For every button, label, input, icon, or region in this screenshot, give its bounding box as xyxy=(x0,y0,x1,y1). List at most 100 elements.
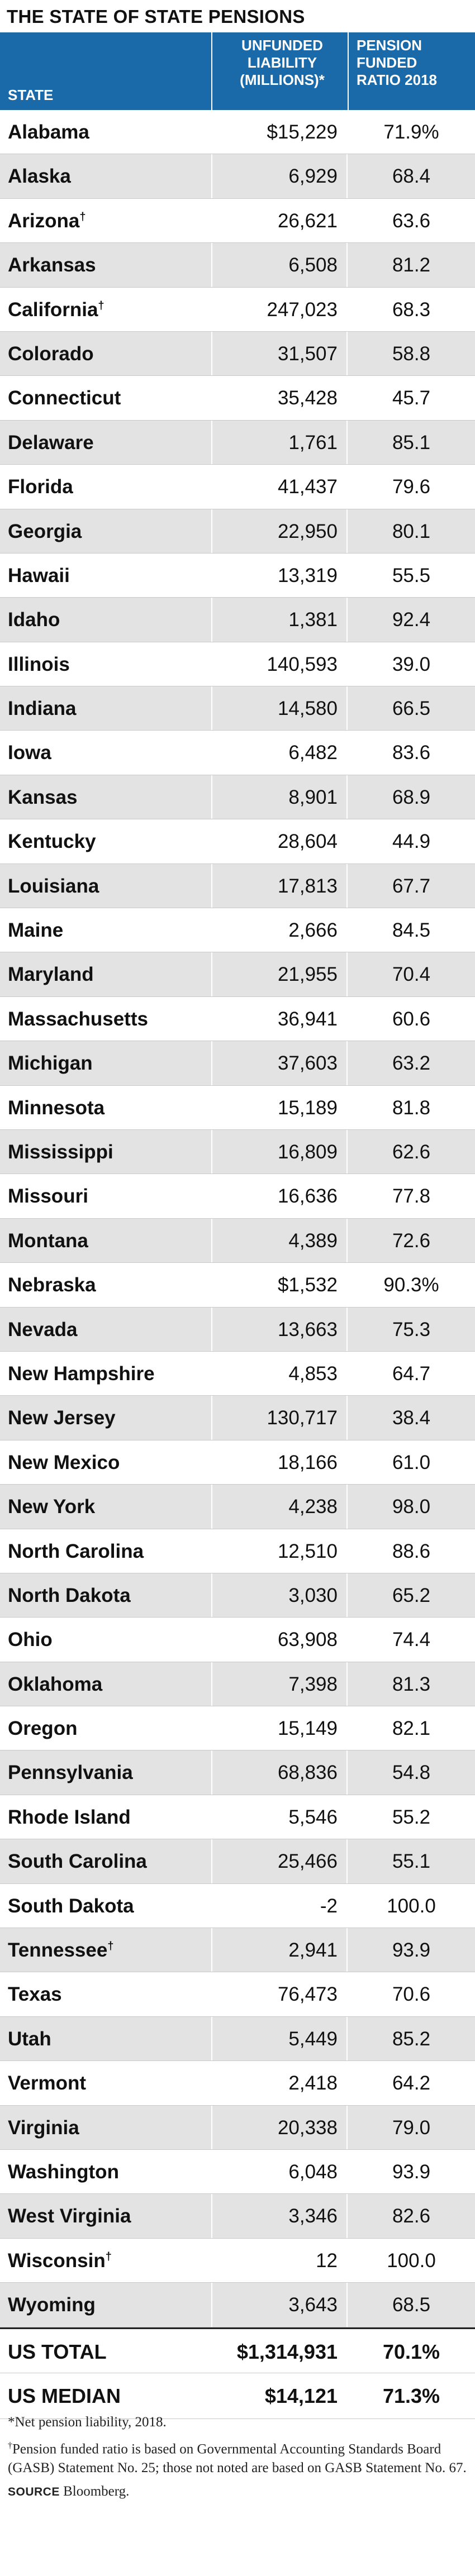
state-name: Arizona xyxy=(8,209,80,232)
table-row: Missouri 16,636 77.8 xyxy=(0,1174,475,1219)
cell-funded-ratio: 44.9 xyxy=(392,831,431,853)
cell-state: Delaware xyxy=(8,421,94,465)
cell-state: Vermont xyxy=(8,2061,86,2105)
cell-state: Nebraska xyxy=(8,1263,96,1307)
cell-funded-ratio: 77.8 xyxy=(392,1185,431,1208)
cell-state: New York xyxy=(8,1485,95,1529)
cell-unfunded-liability: 2,418 xyxy=(211,2061,348,2105)
source-line: SOURCE Bloomberg. xyxy=(8,2482,472,2502)
cell-funded-ratio: 79.6 xyxy=(392,476,431,498)
cell-state: Oregon xyxy=(8,1706,77,1750)
table-row: Maine 2,666 84.5 xyxy=(0,908,475,953)
state-name: Colorado xyxy=(8,342,94,365)
cell-state: Rhode Island xyxy=(8,1795,131,1839)
cell-unfunded-liability: 16,636 xyxy=(211,1174,348,1218)
source-text: Bloomberg. xyxy=(63,2484,130,2499)
cell-unfunded-liability: 16,809 xyxy=(211,1129,348,1174)
cell-state: Georgia xyxy=(8,509,82,554)
state-name: South Carolina xyxy=(8,1850,147,1873)
cell-unfunded-liability: 22,950 xyxy=(211,509,348,553)
state-name: Hawaii xyxy=(8,564,70,586)
state-name: Indiana xyxy=(8,698,77,720)
cell-unfunded-liability: 3,346 xyxy=(211,2194,348,2238)
cell-funded-ratio: 81.3 xyxy=(392,1673,431,1695)
cell-unfunded-liability: 12 xyxy=(211,2238,348,2283)
state-name: Kentucky xyxy=(8,831,96,853)
cell-funded-ratio: 70.6 xyxy=(392,1983,431,2006)
cell-funded-ratio: 71.9% xyxy=(383,121,439,143)
table-row: Arkansas 6,508 81.2 xyxy=(0,243,475,288)
cell-unfunded-liability: 1,761 xyxy=(211,420,348,465)
cell-funded-ratio: 84.5 xyxy=(392,919,431,942)
cell-unfunded-liability: $1,532 xyxy=(211,1263,348,1307)
state-name: New Hampshire xyxy=(8,1362,155,1385)
table-row: Wyoming 3,643 68.5 xyxy=(0,2283,475,2327)
cell-state: US TOTAL xyxy=(8,2340,107,2363)
cell-funded-ratio: 92.4 xyxy=(392,609,431,631)
cell-funded-ratio: 83.6 xyxy=(392,742,431,764)
table-row: Nebraska $1,532 90.3% xyxy=(0,1263,475,1308)
cell-unfunded-liability: 8,901 xyxy=(211,775,348,819)
state-name: Wisconsin xyxy=(8,2249,106,2272)
dagger-mark: † xyxy=(105,2250,112,2263)
table-row: New Jersey 130,717 38.4 xyxy=(0,1396,475,1440)
table-row: New Mexico 18,166 61.0 xyxy=(0,1440,475,1485)
cell-funded-ratio: 55.5 xyxy=(392,564,431,586)
cell-state: Florida xyxy=(8,465,73,509)
state-name: Oregon xyxy=(8,1718,78,1740)
cell-funded-ratio: 72.6 xyxy=(392,1229,431,1252)
cell-funded-ratio: 61.0 xyxy=(392,1451,431,1473)
state-name: North Dakota xyxy=(8,1584,131,1606)
table-row: North Dakota 3,030 65.2 xyxy=(0,1573,475,1618)
state-name: Alabama xyxy=(8,121,89,143)
dagger-mark: † xyxy=(8,2441,12,2450)
cell-funded-ratio: 67.7 xyxy=(392,875,431,897)
cell-funded-ratio: 98.0 xyxy=(392,1496,431,1518)
cell-state: Oklahoma xyxy=(8,1662,102,1706)
cell-state: California† xyxy=(8,288,104,332)
state-name: Missouri xyxy=(8,1185,88,1208)
cell-unfunded-liability: 35,428 xyxy=(211,376,348,420)
state-name: Mississippi xyxy=(8,1141,113,1163)
cell-unfunded-liability: 5,449 xyxy=(211,2016,348,2061)
table-row: Minnesota 15,189 81.8 xyxy=(0,1085,475,1130)
cell-unfunded-liability: 15,189 xyxy=(211,1085,348,1129)
table-row: Arizona† 26,621 63.6 xyxy=(0,198,475,244)
cell-funded-ratio: 64.2 xyxy=(392,2072,431,2095)
table-row: Utah 5,449 85.2 xyxy=(0,2016,475,2062)
header-divider xyxy=(211,32,212,110)
table-row: New York 4,238 98.0 xyxy=(0,1485,475,1529)
state-name: New Jersey xyxy=(8,1407,116,1429)
table-row: Tennessee† 2,941 93.9 xyxy=(0,1928,475,1973)
cell-unfunded-liability: 37,603 xyxy=(211,1041,348,1085)
cell-state: Maryland xyxy=(8,952,94,996)
table-row: Ohio 63,908 74.4 xyxy=(0,1618,475,1662)
cell-state: Washington xyxy=(8,2150,119,2194)
cell-funded-ratio: 80.1 xyxy=(392,520,431,542)
header-state: STATE xyxy=(8,87,54,103)
cell-funded-ratio: 58.8 xyxy=(392,342,431,365)
state-name: Texas xyxy=(8,1983,62,2006)
dagger-mark: † xyxy=(98,299,104,312)
cell-unfunded-liability: 6,048 xyxy=(211,2149,348,2194)
cell-state: South Carolina xyxy=(8,1839,147,1883)
cell-state: Montana xyxy=(8,1219,88,1263)
cell-funded-ratio: 60.6 xyxy=(392,1008,431,1030)
table-row: Massachusetts 36,941 60.6 xyxy=(0,996,475,1042)
cell-unfunded-liability: 140,593 xyxy=(211,642,348,686)
cell-funded-ratio: 75.3 xyxy=(392,1318,431,1341)
table-row: Oregon 15,149 82.1 xyxy=(0,1706,475,1751)
cell-unfunded-liability: 36,941 xyxy=(211,996,348,1041)
table-row: Rhode Island 5,546 55.2 xyxy=(0,1795,475,1840)
cell-funded-ratio: 68.9 xyxy=(392,786,431,808)
cell-state: Connecticut xyxy=(8,376,121,420)
dagger-mark: † xyxy=(79,211,86,223)
table-row: Alaska 6,929 68.4 xyxy=(0,154,475,199)
cell-state: New Hampshire xyxy=(8,1352,155,1396)
state-name: Virginia xyxy=(8,2116,79,2139)
state-name: Nevada xyxy=(8,1318,78,1341)
cell-unfunded-liability: 17,813 xyxy=(211,864,348,908)
table-row: Iowa 6,482 83.6 xyxy=(0,731,475,775)
cell-funded-ratio: 71.3% xyxy=(382,2384,440,2407)
